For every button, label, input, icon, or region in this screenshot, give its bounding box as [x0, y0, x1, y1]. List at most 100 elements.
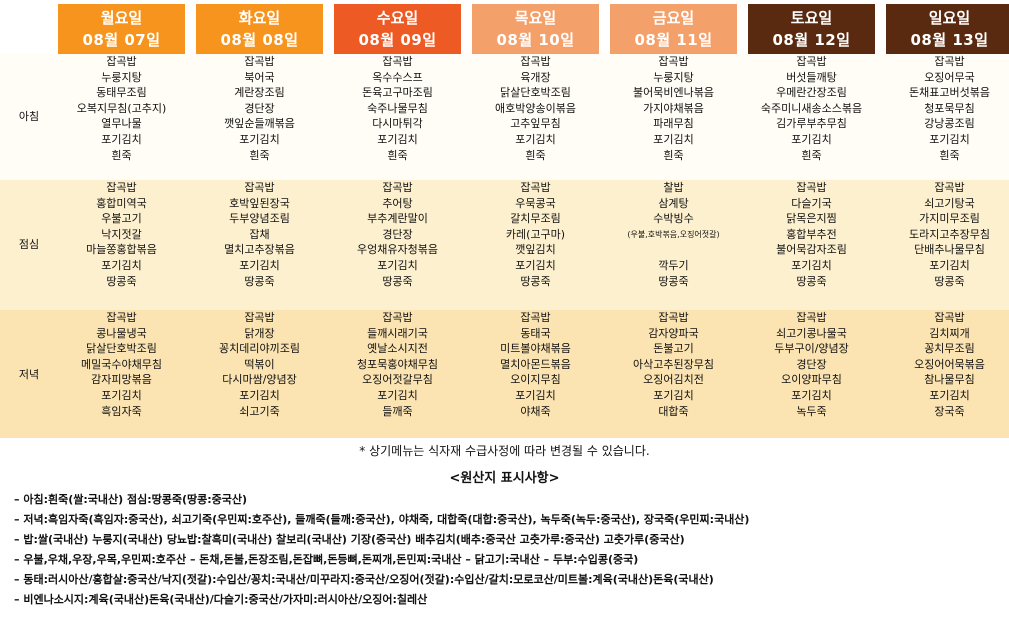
menu-item: 낙지젓갈 — [101, 227, 142, 241]
menu-item: 돈채표고버섯볶음 — [909, 86, 990, 100]
lunch-menu: 잡곡밥 추어탕 부추계란말이 경단장 우엉채유자청볶음 포기김치 땅콩죽 — [334, 180, 461, 289]
menu-item: 포기김치 — [515, 132, 556, 146]
breakfast-menu: 잡곡밥 누룽지탕 동태무조림 오복지무침(고추지) 열무나물 포기김치 흰죽 — [58, 54, 185, 163]
menu-item: 포기김치 — [101, 258, 142, 272]
menu-item: 잡곡밥 — [658, 311, 689, 324]
menu-item: 포기김치 — [791, 258, 832, 272]
day-name: 월요일 — [100, 9, 143, 27]
menu-item: 잡곡밥 — [244, 311, 275, 324]
menu-item: 깻잎순들깨볶음 — [224, 117, 295, 131]
menu-item: 추어탕 — [382, 196, 413, 210]
menu-item: 경단장 — [382, 227, 413, 241]
menu-item: 숙주나물무침 — [367, 101, 428, 115]
menu-item: 흰죽 — [387, 148, 408, 162]
day-date: 08월 12일 — [772, 31, 851, 49]
menu-item: 땅콩죽 — [658, 274, 689, 288]
menu-item: 땅콩죽 — [520, 274, 551, 288]
day-column: 잡곡밥 북어국 계란장조림 경단장 깻잎순들깨볶음 포기김치 흰죽 잡곡밥 호박잎된장국 두부양념… — [196, 54, 323, 438]
day-date: 08월 08일 — [220, 31, 299, 49]
day-name: 목요일 — [514, 9, 557, 27]
origin-line: – 아침:흰죽(쌀:국내산) 점심:땅콩죽(땅콩:중국산) — [14, 493, 248, 506]
dinner-menu: 잡곡밥 김치찌개 꽁치무조림 오징어어묵볶음 참나물무침 포기김치 장국죽 — [886, 310, 1009, 419]
menu-item: 불어묵비엔나볶음 — [633, 86, 714, 100]
menu-item: 감자피망볶음 — [91, 373, 152, 387]
day-header: 화요일 08월 08일 — [196, 4, 323, 54]
menu-item: 갈치무조림 — [510, 212, 561, 226]
breakfast-menu: 잡곡밥 버섯들깨탕 우메란간장조림 숙주미니새송소스볶음 김가루부추무침 포기김치 흰죽 — [748, 54, 875, 163]
menu-item: 홍합부추전 — [786, 227, 837, 241]
day-date: 08월 11일 — [634, 31, 713, 49]
menu-item: 동태무조림 — [96, 86, 147, 100]
day-header: 일요일 08월 13일 — [886, 4, 1009, 54]
menu-item: 잡곡밥 — [520, 311, 551, 324]
day-name: 수요일 — [376, 9, 419, 27]
day-column: 잡곡밥 옥수수스프 돈육고구마조림 숙주나물무침 다시마튀각 포기김치 흰죽 잡곡밥 추어탕 부추… — [334, 54, 461, 438]
menu-item: 잡채 — [249, 227, 270, 241]
menu-item: 포기김치 — [377, 258, 418, 272]
menu-item: 포기김치 — [929, 388, 970, 402]
menu-item: 오이지무침 — [510, 373, 561, 387]
menu-item: 포기김치 — [653, 388, 694, 402]
menu-item: 장국죽 — [934, 404, 965, 418]
breakfast-label: 아침 — [18, 110, 40, 123]
lunch-menu: 잡곡밥 쇠고기탕국 가지미무조림 도라지고추장무침 단배추나물무침 포기김치 땅콩죽 — [886, 180, 1009, 289]
menu-item: 북어국 — [244, 70, 275, 84]
menu-item: 호박잎된장국 — [229, 196, 290, 210]
menu-item: 떡볶이 — [244, 357, 275, 371]
lunch-menu: 찰밥 삼계탕 수박빙수 (우불,호박볶음,오징어젓갈) 깍두기 땅콩죽 — [610, 180, 737, 289]
menu-item: 잡곡밥 — [382, 311, 413, 324]
menu-item: 포기김치 — [653, 132, 694, 146]
menu-item: 쇠고기콩나물국 — [776, 326, 847, 340]
menu-item: 애호박양송이볶음 — [495, 101, 576, 115]
origin-line: – 저녁:흑임자죽(흑임자:중국산), 쇠고기죽(우민찌:호주산), 들깨죽(들… — [14, 513, 750, 526]
menu-item: 청포묵무침 — [924, 101, 975, 115]
menu-item: 마늘쫑홍합볶음 — [86, 243, 157, 257]
breakfast-menu: 잡곡밥 누룽지탕 불어묵비엔나볶음 가지야채볶음 파래무침 포기김치 흰죽 — [610, 54, 737, 163]
dinner-menu: 잡곡밥 감자양파국 돈불고기 아삭고추된장무침 오징어김치전 포기김치 대합죽 — [610, 310, 737, 419]
menu-item: 오징어젓갈무침 — [362, 373, 433, 387]
menu-item: 콩나물냉국 — [96, 326, 147, 340]
menu-item: 깍두기 — [658, 258, 689, 272]
menu-item: 닭개장 — [244, 326, 275, 340]
menu-item: 잡곡밥 — [382, 181, 413, 194]
breakfast-band — [0, 54, 1009, 180]
dinner-menu: 잡곡밥 닭개장 꽁치데리야끼조림 떡볶이 다시마쌈/양념장 포기김치 쇠고기죽 — [196, 310, 323, 419]
lunch-label: 점심 — [18, 238, 40, 251]
menu-item: 흰죽 — [801, 148, 822, 162]
menu-item: 닭살단호박조림 — [500, 86, 571, 100]
menu-item: 누룽지탕 — [101, 70, 142, 84]
origin-line: – 밥:쌀(국내산) 누룽지(국내산) 당뇨밥:찰흑미(국내산) 찰보리(국내산… — [14, 533, 685, 546]
menu-item: 돈불고기 — [653, 342, 694, 356]
menu-item: 잡곡밥 — [106, 181, 137, 194]
menu-item: 잡곡밥 — [934, 181, 965, 194]
menu-item: 다슬기국 — [791, 196, 832, 210]
menu-item: 잡곡밥 — [244, 55, 275, 68]
day-header: 목요일 08월 10일 — [472, 4, 599, 54]
dinner-menu: 잡곡밥 동태국 미트볼야채볶음 멸치아몬드볶음 오이지무침 포기김치 야채죽 — [472, 310, 599, 419]
menu-item: 고추잎무침 — [510, 117, 561, 131]
menu-item: 잡곡밥 — [106, 55, 137, 68]
menu-item: 흰죽 — [525, 148, 546, 162]
menu-item: 땅콩죽 — [796, 274, 827, 288]
menu-item: 땅콩죽 — [382, 274, 413, 288]
menu-item: 아삭고추된장무침 — [633, 357, 714, 371]
origin-line: – 우불,우채,우장,우목,우민찌:호주산 – 돈채,돈불,돈장조림,돈잡뼈,돈… — [14, 553, 639, 566]
lunch-menu: 잡곡밥 호박잎된장국 두부양념조림 잡채 멸치고추장볶음 포기김치 땅콩죽 — [196, 180, 323, 289]
menu-item: 오이양파무침 — [781, 373, 842, 387]
day-header: 수요일 08월 09일 — [334, 4, 461, 54]
menu-item: 두부구이/양념장 — [774, 342, 849, 356]
menu-item: 땅콩죽 — [244, 274, 275, 288]
menu-item: 잡곡밥 — [106, 311, 137, 324]
menu-item: 두부양념조림 — [229, 212, 290, 226]
menu-item: 잡곡밥 — [934, 55, 965, 68]
menu-item: 쇠고기죽 — [239, 404, 280, 418]
menu-item: 들깨시래기국 — [367, 326, 428, 340]
lunch-menu: 잡곡밥 홍합미역국 우불고기 낙지젓갈 마늘쫑홍합볶음 포기김치 땅콩죽 — [58, 180, 185, 289]
day-column: 잡곡밥 버섯들깨탕 우메란간장조림 숙주미니새송소스볶음 김가루부추무침 포기김치 흰죽 잡곡… — [748, 54, 875, 438]
day-date: 08월 07일 — [82, 31, 161, 49]
menu-item: 도라지고추장무침 — [909, 227, 990, 241]
menu-item: 오복지무침(고추지) — [76, 101, 167, 115]
menu-item: 경단장 — [244, 101, 275, 115]
menu-item: 흰죽 — [663, 148, 684, 162]
menu-item: 포기김치 — [791, 132, 832, 146]
